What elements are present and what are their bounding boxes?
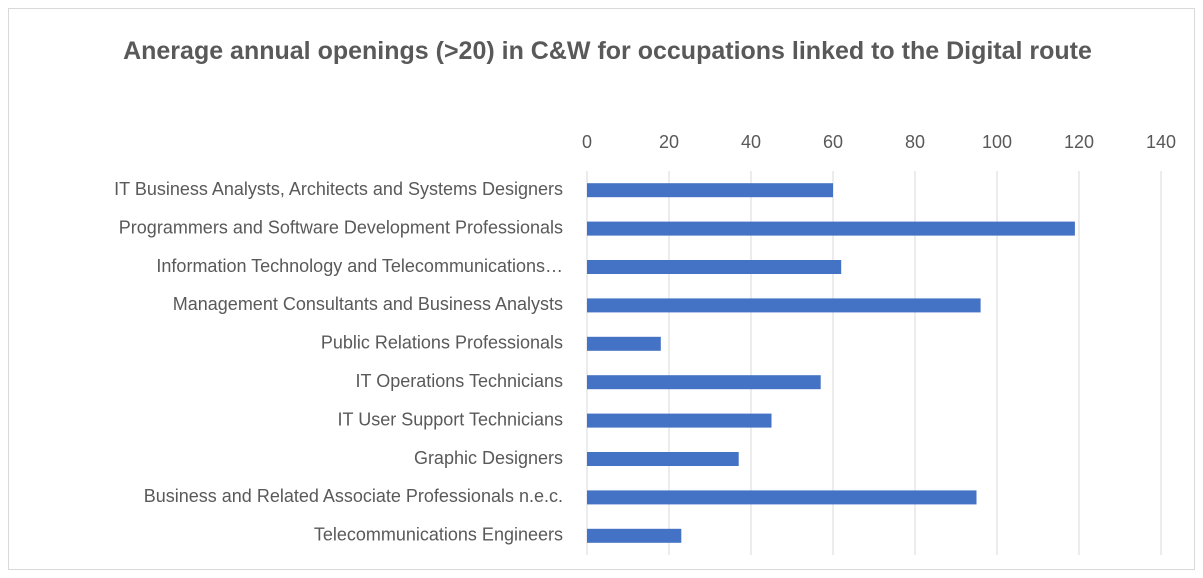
y-tick-label: Telecommunications Engineers [314, 525, 563, 545]
y-tick-label: Information Technology and Telecommunica… [156, 256, 563, 276]
x-tick-label: 0 [582, 132, 592, 152]
x-tick-label: 40 [741, 132, 761, 152]
y-tick-label: Business and Related Associate Professio… [144, 486, 563, 506]
bar [587, 260, 842, 274]
bar [587, 375, 821, 390]
y-tick-label: Management Consultants and Business Anal… [173, 294, 563, 314]
x-tick-label: 60 [823, 132, 843, 152]
x-tick-label: 140 [1146, 132, 1176, 152]
bar [587, 528, 682, 543]
bar [587, 221, 1075, 236]
y-tick-label: IT User Support Technicians [338, 409, 563, 429]
y-tick-label: Public Relations Professionals [321, 333, 563, 353]
x-tick-label: 80 [905, 132, 925, 152]
y-tick-label: IT Business Analysts, Architects and Sys… [114, 179, 563, 199]
bar [587, 490, 977, 505]
y-tick-label: IT Operations Technicians [356, 371, 563, 391]
bar [587, 452, 739, 466]
y-tick-label: Programmers and Software Development Pro… [119, 217, 563, 237]
bar [587, 413, 772, 428]
x-tick-label: 120 [1064, 132, 1094, 152]
y-tick-label: Graphic Designers [414, 448, 563, 468]
x-tick-label: 100 [982, 132, 1012, 152]
bar [587, 298, 981, 313]
bar [587, 336, 661, 351]
x-tick-label: 20 [659, 132, 679, 152]
bar [587, 183, 833, 198]
chart-title: Anerage annual openings (>20) in C&W for… [123, 37, 1092, 65]
